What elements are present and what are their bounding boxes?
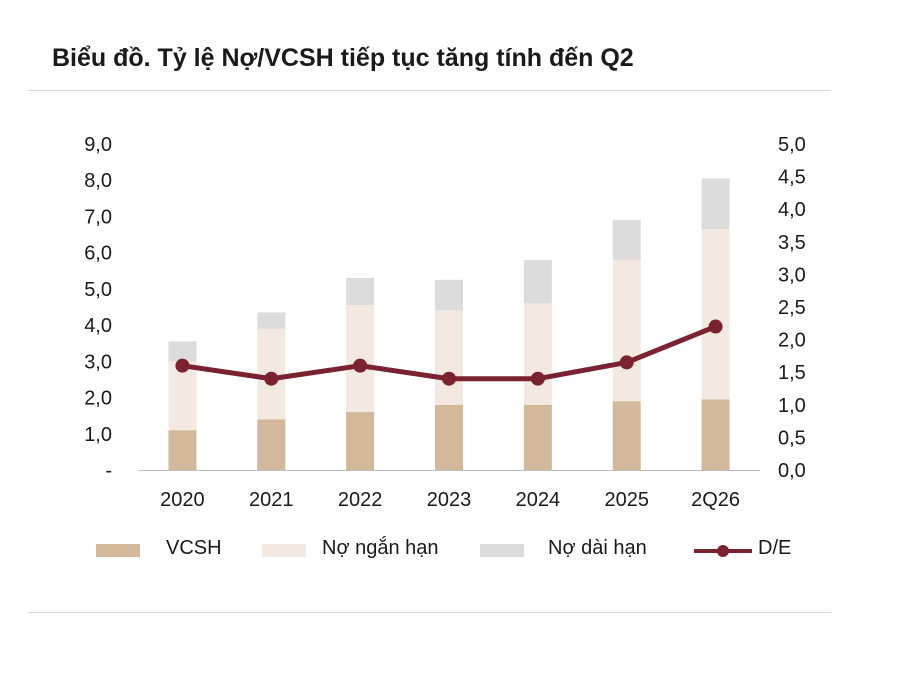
bar-no-dai-han (435, 279, 463, 311)
de-point (530, 371, 545, 386)
bar-vcsh (523, 404, 552, 470)
legend-label-de: D/E (758, 537, 792, 559)
left-tick-label: 8,0 (84, 170, 112, 192)
bar-no-dai-han (168, 341, 197, 362)
de-point (264, 371, 279, 386)
de-point (619, 355, 634, 370)
bar-no-dai-han (257, 312, 286, 329)
left-axis-ticks: - 1,0 2,0 3,0 4,0 5,0 6,0 7,0 8,0 9,0 (84, 134, 112, 482)
bar-vcsh (168, 430, 197, 470)
bar-vcsh (346, 412, 375, 470)
chart-title: Biểu đồ. Tỷ lệ Nợ/VCSH tiếp tục tăng tín… (52, 44, 634, 72)
right-tick-label: 2,0 (778, 330, 806, 352)
de-line-layer (175, 319, 723, 386)
bar-vcsh (435, 404, 463, 470)
x-tick-label: 2022 (338, 489, 383, 511)
x-axis-ticks: 2020 2021 2022 2023 2024 2025 2Q26 (160, 489, 740, 511)
bottom-divider (28, 612, 831, 613)
de-point (175, 358, 190, 373)
de-point (353, 358, 368, 373)
bar-vcsh (612, 401, 641, 470)
right-tick-label: 3,0 (778, 264, 806, 286)
legend: VCSH Nợ ngắn hạn Nợ dài hạn D/E (0, 534, 909, 568)
legend-swatch-no-dai-han (480, 544, 524, 557)
bar-no-ngan-han (701, 229, 730, 400)
bar-no-dai-han (701, 178, 730, 230)
left-tick-label: 5,0 (84, 279, 112, 301)
x-tick-label: 2024 (516, 489, 561, 511)
bar-no-ngan-han (523, 303, 552, 405)
x-tick-label: 2021 (249, 489, 294, 511)
right-tick-label: 3,5 (778, 232, 806, 254)
right-tick-label: 4,5 (778, 167, 806, 189)
top-divider (28, 90, 831, 91)
bar-no-dai-han (346, 278, 375, 306)
stacked-bars (138, 178, 760, 471)
bar-no-dai-han (612, 220, 641, 260)
bar-no-dai-han (523, 259, 552, 304)
bar-no-ngan-han (612, 259, 641, 402)
bar-vcsh (257, 419, 286, 470)
left-tick-label: 1,0 (84, 424, 112, 446)
right-tick-label: 2,5 (778, 297, 806, 319)
x-tick-label: 2023 (427, 489, 472, 511)
left-tick-label: 7,0 (84, 206, 112, 228)
bar-no-ngan-han (168, 361, 197, 431)
left-tick-label: 3,0 (84, 351, 112, 373)
x-tick-label: 2Q26 (691, 489, 740, 511)
de-point (708, 319, 723, 334)
right-tick-label: 0,5 (778, 427, 806, 449)
left-tick-label: - (105, 460, 112, 482)
x-tick-label: 2020 (160, 489, 205, 511)
left-tick-label: 2,0 (84, 388, 112, 410)
right-tick-label: 5,0 (778, 134, 806, 156)
bar-no-ngan-han (346, 305, 375, 413)
left-tick-label: 4,0 (84, 315, 112, 337)
legend-label-no-dai-han: Nợ dài hạn (548, 537, 647, 559)
legend-swatch-vcsh (96, 544, 140, 557)
legend-label-vcsh: VCSH (166, 537, 222, 559)
bar-no-ngan-han (435, 310, 463, 405)
left-tick-label: 9,0 (84, 134, 112, 156)
legend-swatch-de (694, 545, 752, 557)
right-axis-ticks: 0,0 0,5 1,0 1,5 2,0 2,5 3,0 3,5 4,0 4,5 5,0 (778, 134, 806, 482)
legend-label-no-ngan-han: Nợ ngắn hạn (322, 537, 439, 559)
left-tick-label: 6,0 (84, 243, 112, 265)
right-tick-label: 1,5 (778, 362, 806, 384)
bar-vcsh (701, 399, 730, 470)
right-tick-label: 4,0 (778, 199, 806, 221)
legend-swatch-no-ngan-han (262, 544, 306, 557)
right-tick-label: 0,0 (778, 460, 806, 482)
right-tick-label: 1,0 (778, 395, 806, 417)
x-tick-label: 2025 (604, 489, 649, 511)
de-point (442, 371, 456, 386)
